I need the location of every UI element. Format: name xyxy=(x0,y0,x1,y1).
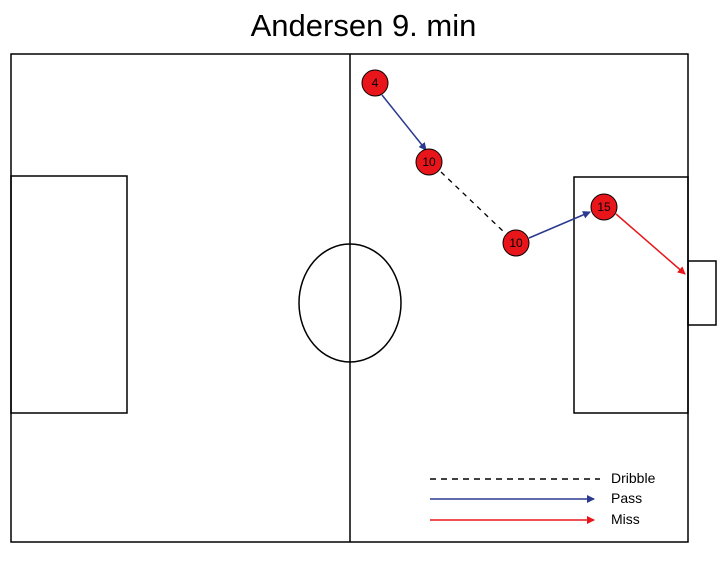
right-penalty-area xyxy=(573,176,689,414)
player-number: 4 xyxy=(372,76,379,90)
legend-pass-label: Pass xyxy=(611,490,642,506)
legend-miss-label: Miss xyxy=(611,511,640,527)
player-marker: 4 xyxy=(361,69,389,97)
pass-line-2 xyxy=(528,211,591,239)
player-marker: 10 xyxy=(415,148,443,176)
player-number: 10 xyxy=(422,155,436,169)
pass-line-1 xyxy=(381,94,427,151)
legend: Dribble Pass Miss xyxy=(430,470,656,527)
miss-line xyxy=(615,213,686,275)
player-number: 15 xyxy=(597,200,611,214)
player-number: 10 xyxy=(509,236,523,250)
center-circle xyxy=(298,243,402,363)
dribble-line xyxy=(440,171,506,234)
player-marker: 15 xyxy=(590,193,618,221)
right-goal xyxy=(687,260,717,326)
left-penalty-area xyxy=(10,175,128,414)
player-marker: 10 xyxy=(502,229,530,257)
diagram-title: Andersen 9. min xyxy=(250,8,477,43)
legend-dribble-label: Dribble xyxy=(611,470,656,486)
